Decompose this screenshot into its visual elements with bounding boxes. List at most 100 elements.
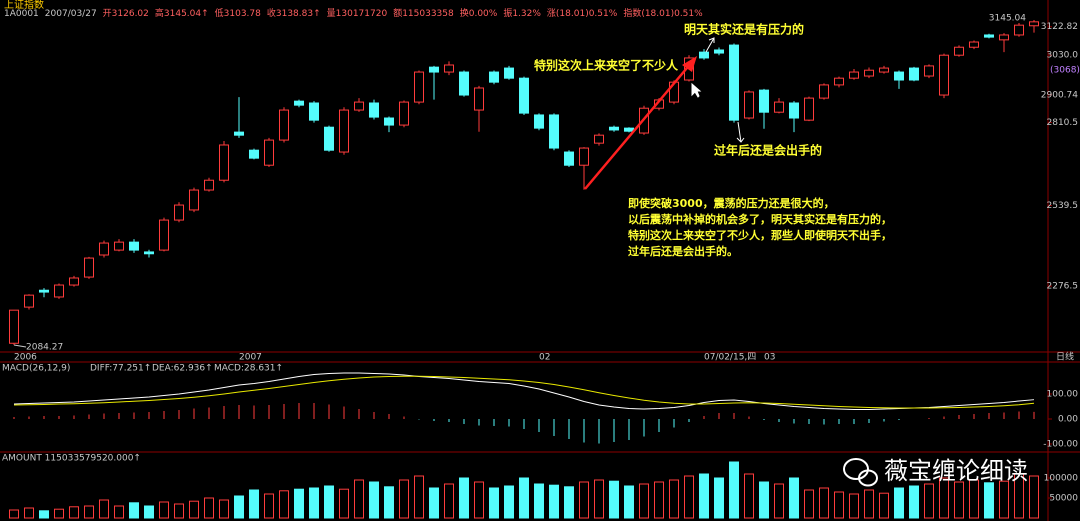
x-tick-label: 2006 xyxy=(14,353,37,363)
volume-bar xyxy=(519,477,529,519)
volume-bar xyxy=(114,505,124,519)
candle-body xyxy=(429,66,439,73)
volume-bar xyxy=(639,483,649,519)
annotation: 过年后还是会出手的 xyxy=(714,143,822,158)
volume-bar xyxy=(429,487,439,519)
y-tick-label: 2276.5 xyxy=(1047,282,1079,292)
volume-bar xyxy=(129,502,139,519)
candle-body xyxy=(984,34,994,38)
note-line: 以后震荡中补掉的机会多了，明天其实还是有压力的， xyxy=(628,212,892,226)
volume-bar xyxy=(69,506,79,519)
price-marker: (3068) xyxy=(1050,66,1080,76)
volume-bar xyxy=(729,461,739,519)
volume-bar xyxy=(699,473,709,519)
candle-body xyxy=(39,289,49,293)
volume-bar xyxy=(99,499,109,519)
volume-bar xyxy=(309,487,319,519)
info-bar: 1A0001 2007/03/27 开3126.02 高3145.04↑ 低3103.7… xyxy=(4,7,703,19)
candle-body xyxy=(189,189,199,211)
candle-body xyxy=(294,100,304,106)
volume-bar xyxy=(294,488,304,519)
volume-bar xyxy=(444,483,454,519)
macd-title: MACD(26,12,9) xyxy=(2,364,70,374)
candle-body xyxy=(399,101,409,126)
volume-bar xyxy=(1014,473,1024,519)
volume-bar xyxy=(879,492,889,519)
volume-bar xyxy=(759,481,769,519)
volume-bar xyxy=(219,499,229,519)
volume-bar xyxy=(249,489,259,519)
low-pointer xyxy=(13,344,27,348)
info-item: 低3103.78 xyxy=(215,7,261,19)
volume-bar xyxy=(504,485,514,519)
volume-bar xyxy=(24,507,34,519)
period-label: 日线 xyxy=(1056,351,1074,363)
y-tick-label: 0.00 xyxy=(1058,415,1078,425)
candle-body xyxy=(564,151,574,166)
volume-bar xyxy=(459,477,469,519)
candle-body xyxy=(54,284,64,298)
candle-body xyxy=(774,101,784,113)
candle-body xyxy=(354,101,364,111)
candle-body xyxy=(519,77,529,114)
candle-body xyxy=(69,277,79,286)
y-tick-label: 2900.74 xyxy=(1041,90,1078,100)
candle-body xyxy=(609,126,619,131)
candle-body xyxy=(624,127,634,132)
candle-body xyxy=(204,179,214,191)
candle-body xyxy=(234,131,244,136)
arrow-head xyxy=(682,56,697,72)
macd-line xyxy=(13,372,1035,410)
volume-bar xyxy=(384,486,394,519)
candle-body xyxy=(579,147,589,166)
candle-body xyxy=(714,49,724,54)
volume-bar xyxy=(174,503,184,519)
volume-bar xyxy=(864,489,874,519)
volume-bar xyxy=(234,495,244,519)
volume-bar xyxy=(204,497,214,519)
volume-bar xyxy=(579,481,589,519)
volume-bar xyxy=(939,477,949,519)
volume-bar xyxy=(834,491,844,519)
amount-title: AMOUNT 115033579520.000↑ xyxy=(2,454,141,464)
legend-item: DEA:62.936↑ xyxy=(152,364,213,374)
candle-body xyxy=(534,114,544,129)
volume-bar xyxy=(894,487,904,519)
volume-bar xyxy=(474,481,484,519)
volume-bar xyxy=(549,484,559,519)
volume-bar xyxy=(654,481,664,519)
volume-bar xyxy=(144,505,154,519)
info-item: 开3126.02 xyxy=(103,8,149,19)
candle-body xyxy=(924,65,934,77)
annotation: 特别这次上来夹空了不少人 xyxy=(534,58,679,73)
y-tick-label: 2810.5 xyxy=(1047,118,1079,128)
volume-bar xyxy=(39,510,49,519)
candle-body xyxy=(549,114,559,149)
info-item: 额115033358 xyxy=(393,7,454,19)
y-tick-label: 100.00 xyxy=(1047,390,1079,400)
candle-body xyxy=(459,71,469,96)
x-tick-label: 02 xyxy=(539,353,550,363)
candle-body xyxy=(309,102,319,121)
watermark: 薇宝缠论细读 xyxy=(843,457,1028,487)
info-item: 高3145.04↑ xyxy=(155,7,209,19)
low-label: 2084.27 xyxy=(26,343,63,353)
candle-body xyxy=(909,67,919,81)
volume-bar xyxy=(954,481,964,519)
candle-body xyxy=(279,109,289,141)
volume-bar xyxy=(594,479,604,519)
volume-bar xyxy=(849,493,859,519)
y-tick-label: 100000 xyxy=(1044,474,1079,484)
candle-body xyxy=(819,84,829,99)
candle-body xyxy=(504,67,514,79)
candle-body xyxy=(864,69,874,77)
note-line: 特别这次上来夹空了不少人，那些人即使明天不出手， xyxy=(628,228,892,242)
info-item: 涨(18.01)0.51% xyxy=(547,8,618,19)
volume-bar xyxy=(189,500,199,519)
candle-body xyxy=(954,46,964,56)
watermark-text: 薇宝缠论细读 xyxy=(884,457,1028,485)
volume-bar xyxy=(399,479,409,519)
candle-body xyxy=(144,251,154,255)
y-tick-label: 2539.5 xyxy=(1047,201,1079,211)
